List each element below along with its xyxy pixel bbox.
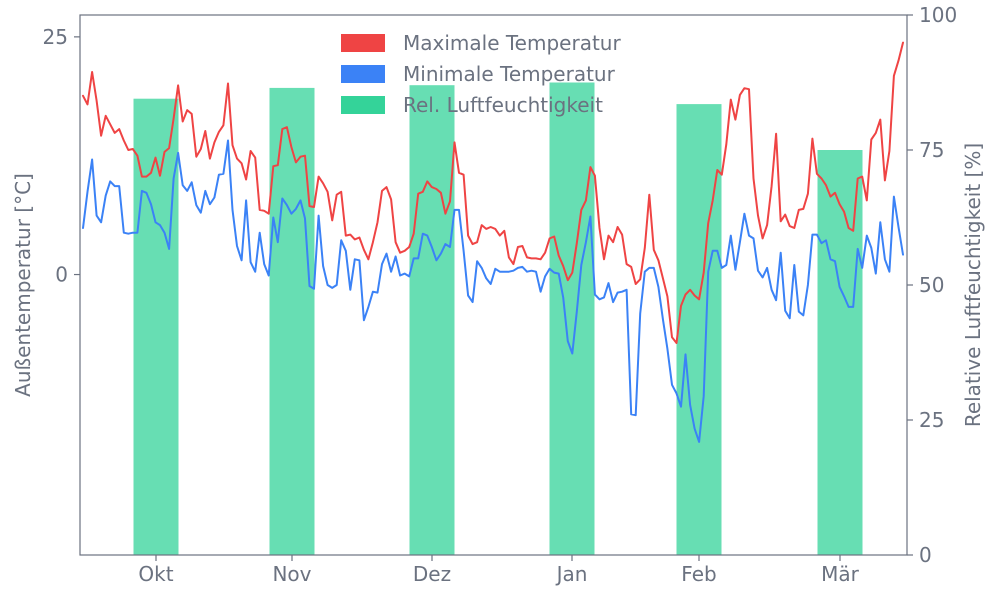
legend-label-max: Maximale Temperatur [403,31,621,55]
right-tick-label: 100 [919,3,957,27]
x-axis-ticks: Okt Nov Dez Jan Feb Mär [138,555,860,586]
left-axis-ticks: 25 0 [43,25,80,287]
right-tick-label: 75 [919,138,944,162]
legend-swatch-humidity [341,96,385,114]
legend-swatch-max [341,34,385,52]
temperature-lines [82,41,904,443]
legend-swatch-min [341,65,385,83]
legend-label-humidity: Rel. Luftfeuchtigkeit [403,93,603,117]
right-axis-ticks: 0 25 50 75 100 [907,3,957,567]
x-tick-label: Mär [821,562,860,586]
right-tick-label: 0 [919,543,932,567]
x-tick-label: Okt [138,562,173,586]
humidity-bar-nov [269,87,315,556]
legend-label-min: Minimale Temperatur [403,62,616,86]
humidity-bar-dez [409,85,455,555]
left-tick-label: 0 [55,263,68,287]
y-axis-left-title: Außentemperatur [°C] [11,173,35,397]
max-temperature-line [82,41,904,344]
y-axis-right-title: Relative Luftfeuchtigkeit [%] [961,143,985,427]
left-tick-label: 25 [43,25,68,49]
x-tick-label: Jan [555,562,588,586]
x-tick-label: Nov [272,562,311,586]
humidity-bar-jan [549,82,595,555]
right-tick-label: 25 [919,408,944,432]
humidity-bars [133,82,863,556]
humidity-bar-feb [676,104,722,555]
min-temperature-line [82,139,904,443]
right-tick-label: 50 [919,273,944,297]
x-tick-label: Dez [413,562,451,586]
x-tick-label: Feb [681,562,716,586]
legend: Maximale Temperatur Minimale Temperatur Re… [341,31,621,117]
